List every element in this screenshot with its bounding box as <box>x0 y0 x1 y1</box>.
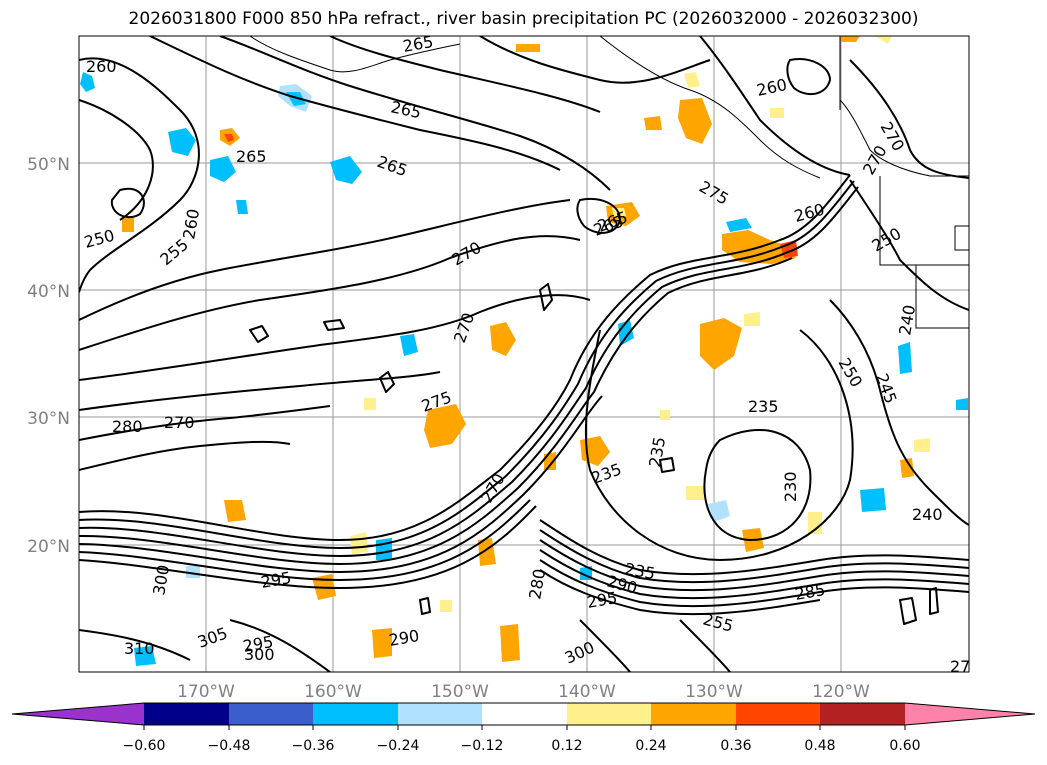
contour-label: 275 <box>950 657 981 676</box>
contour-label: 260 <box>86 57 117 76</box>
contour-label: 240 <box>912 505 943 524</box>
colorbar-segment <box>736 703 820 725</box>
latitude-labels: 50°N 40°N 30°N 20°N <box>27 155 70 557</box>
colorbar-segment <box>229 703 313 725</box>
colorbar-segment <box>313 703 398 725</box>
colorbar-tick-label: −0.60 <box>123 738 166 754</box>
longitude-label: 160°W <box>304 682 362 702</box>
colorbar-extend-low <box>12 703 144 725</box>
colorbar-tick-label: 0.12 <box>551 738 582 754</box>
colorbar-tick-label: −0.36 <box>292 738 335 754</box>
colorbar-tick-label: 0.48 <box>804 738 835 754</box>
refractivity-contours <box>79 36 969 672</box>
map-frame <box>78 35 970 673</box>
contour-label: 265 <box>401 32 434 56</box>
longitude-label: 120°W <box>812 682 870 702</box>
latitude-label: 50°N <box>27 155 70 175</box>
colorbar-tick-label: −0.48 <box>208 738 251 754</box>
latitude-label: 30°N <box>27 409 70 429</box>
colorbar-segment <box>398 703 482 725</box>
map-panel: 260 265 265 265 265 265 260 270 275 270 … <box>79 32 981 676</box>
longitude-label: 150°W <box>431 682 489 702</box>
colorbar-tick-label: 0.60 <box>889 738 920 754</box>
map-title: 2026031800 F000 850 hPa refract., river … <box>128 9 919 29</box>
latitude-label: 20°N <box>27 537 70 557</box>
longitude-label: 130°W <box>685 682 743 702</box>
colorbar-segment <box>651 703 736 725</box>
colorbar-tick-label: −0.12 <box>461 738 504 754</box>
colorbar-segment <box>482 703 567 725</box>
longitude-label: 140°W <box>558 682 616 702</box>
colorbar-segment <box>567 703 651 725</box>
colorbar-tick-label: 0.24 <box>635 738 666 754</box>
contour-label: 230 <box>781 471 800 502</box>
colorbar-extend-high <box>905 703 1035 725</box>
contour-label: 280 <box>112 417 143 436</box>
contour-label: 265 <box>236 147 267 166</box>
contour-label: 270 <box>164 413 195 432</box>
contour-label: 235 <box>748 397 779 416</box>
colorbar-tick-label: 0.36 <box>720 738 751 754</box>
colorbar-tick-label: −0.24 <box>377 738 420 754</box>
coastlines <box>249 36 969 329</box>
contour-label: 300 <box>244 645 275 664</box>
precip-patches <box>80 36 968 666</box>
longitude-labels: 170°W 160°W 150°W 140°W 130°W 120°W <box>177 682 870 702</box>
latitude-label: 40°N <box>27 282 70 302</box>
colorbar-segment <box>820 703 905 725</box>
longitude-label: 170°W <box>177 682 235 702</box>
colorbar-segment <box>144 703 229 725</box>
contour-label: 310 <box>124 639 155 658</box>
colorbar: −0.60 −0.48 −0.36 −0.24 −0.12 0.12 0.24 … <box>11 702 1036 754</box>
